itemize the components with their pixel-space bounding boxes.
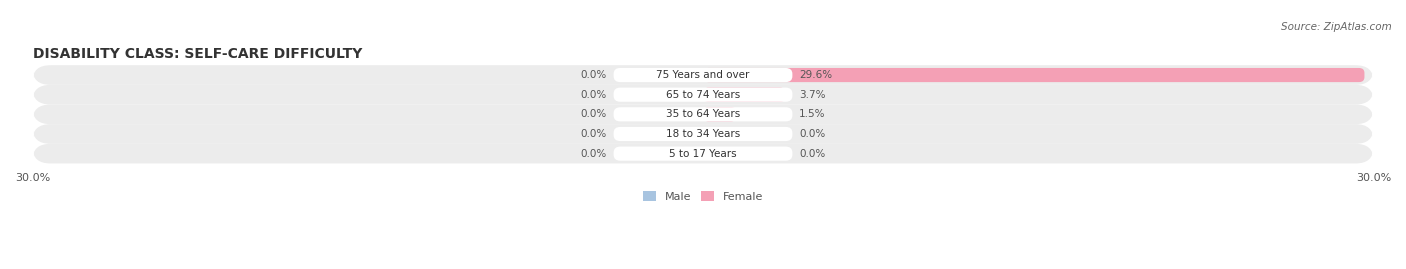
FancyBboxPatch shape bbox=[32, 105, 1374, 124]
FancyBboxPatch shape bbox=[32, 144, 1374, 164]
FancyBboxPatch shape bbox=[703, 88, 786, 102]
Text: 5 to 17 Years: 5 to 17 Years bbox=[669, 149, 737, 159]
FancyBboxPatch shape bbox=[32, 124, 1374, 144]
Text: 0.0%: 0.0% bbox=[799, 129, 825, 139]
Text: 0.0%: 0.0% bbox=[581, 70, 607, 80]
Text: DISABILITY CLASS: SELF-CARE DIFFICULTY: DISABILITY CLASS: SELF-CARE DIFFICULTY bbox=[32, 47, 361, 61]
Text: 75 Years and over: 75 Years and over bbox=[657, 70, 749, 80]
Text: 18 to 34 Years: 18 to 34 Years bbox=[666, 129, 740, 139]
Text: Source: ZipAtlas.com: Source: ZipAtlas.com bbox=[1281, 22, 1392, 31]
FancyBboxPatch shape bbox=[613, 107, 793, 121]
Text: 0.0%: 0.0% bbox=[581, 129, 607, 139]
FancyBboxPatch shape bbox=[613, 68, 793, 82]
FancyBboxPatch shape bbox=[703, 107, 737, 121]
FancyBboxPatch shape bbox=[613, 127, 793, 141]
Text: 0.0%: 0.0% bbox=[581, 90, 607, 100]
Text: 1.5%: 1.5% bbox=[799, 109, 825, 119]
FancyBboxPatch shape bbox=[613, 88, 793, 102]
Text: 35 to 64 Years: 35 to 64 Years bbox=[666, 109, 740, 119]
Text: 0.0%: 0.0% bbox=[799, 149, 825, 159]
FancyBboxPatch shape bbox=[32, 85, 1374, 105]
Text: 3.7%: 3.7% bbox=[799, 90, 825, 100]
Text: 29.6%: 29.6% bbox=[799, 70, 832, 80]
Legend: Male, Female: Male, Female bbox=[643, 191, 763, 202]
FancyBboxPatch shape bbox=[703, 68, 1364, 82]
Text: 65 to 74 Years: 65 to 74 Years bbox=[666, 90, 740, 100]
Text: 0.0%: 0.0% bbox=[581, 109, 607, 119]
FancyBboxPatch shape bbox=[613, 147, 793, 161]
FancyBboxPatch shape bbox=[32, 65, 1374, 85]
Text: 0.0%: 0.0% bbox=[581, 149, 607, 159]
